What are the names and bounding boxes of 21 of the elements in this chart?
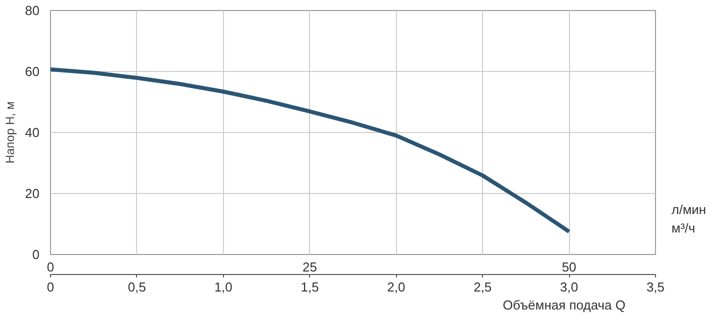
x2-tick-label: 0 [46, 260, 54, 274]
x-tick-label: 0 [46, 280, 54, 294]
y-tick-label: 40 [25, 125, 40, 140]
x-tick-label: 2,0 [387, 280, 406, 294]
x-tick-label: 3,5 [646, 280, 665, 294]
x2-tick-label: 50 [562, 260, 576, 274]
text: м³/ч [672, 220, 696, 236]
x-tick-label: 1,0 [214, 280, 232, 294]
x-tick-label: 1,5 [300, 280, 319, 294]
x-tick-label: 0,5 [128, 280, 146, 294]
y-tick-label: 80 [25, 3, 40, 18]
x2-tick-label: 25 [302, 260, 318, 274]
x-tick-label: 3,0 [560, 280, 578, 294]
x-tick-label: 2,5 [474, 280, 492, 294]
y-axis-title: Напор H, м [3, 101, 18, 164]
x2-axis-title: л/мин [672, 202, 706, 217]
y-tick-label: 0 [32, 247, 40, 262]
x-axis-title: Объёмная подача Q [502, 298, 626, 312]
line-series [50, 67, 572, 234]
y-tick-label: 20 [25, 186, 40, 201]
y-tick-label: 60 [25, 64, 40, 79]
